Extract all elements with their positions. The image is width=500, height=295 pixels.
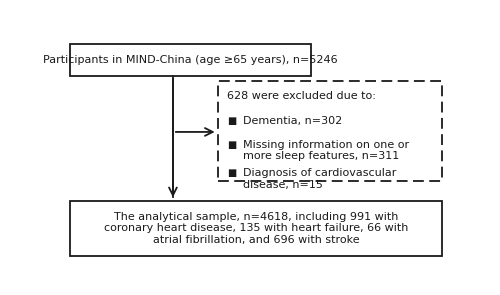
- Text: ■: ■: [227, 140, 236, 150]
- Text: The analytical sample, n=4618, including 991 with
coronary heart disease, 135 wi: The analytical sample, n=4618, including…: [104, 212, 408, 245]
- FancyBboxPatch shape: [218, 81, 442, 181]
- Text: Dementia, n=302: Dementia, n=302: [242, 116, 342, 126]
- Text: ■: ■: [227, 116, 236, 126]
- Text: Participants in MIND-China (age ≥65 years), n=5246: Participants in MIND-China (age ≥65 year…: [43, 55, 338, 65]
- Text: Diagnosis of cardiovascular
disease, n=15: Diagnosis of cardiovascular disease, n=1…: [242, 168, 396, 190]
- Text: Missing information on one or
more sleep features, n=311: Missing information on one or more sleep…: [242, 140, 409, 161]
- FancyBboxPatch shape: [70, 201, 442, 256]
- Text: 628 were excluded due to:: 628 were excluded due to:: [227, 91, 376, 101]
- Text: ■: ■: [227, 168, 236, 178]
- FancyBboxPatch shape: [70, 45, 310, 76]
